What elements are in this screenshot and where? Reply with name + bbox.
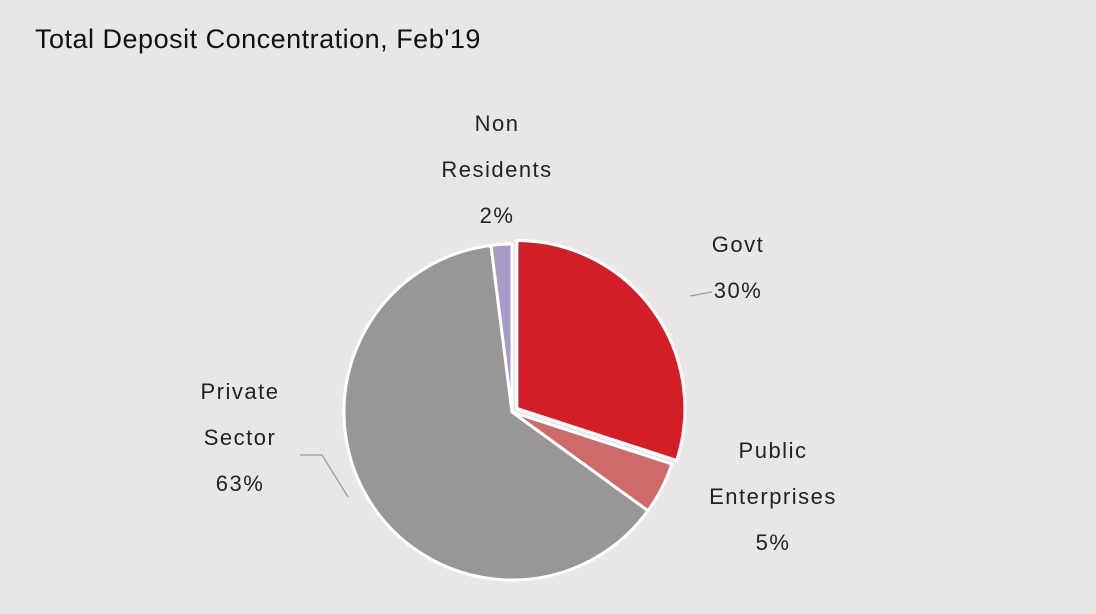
category-label: Public Enterprises [709,438,837,509]
leader-line [300,454,349,498]
pie-slice [489,242,514,414]
category-label: Govt [711,232,765,257]
value-label: 5% [755,530,791,555]
value-label: 63% [215,471,265,496]
chart-title: Total Deposit Concentration, Feb'19 [35,24,481,54]
leader-line [689,291,713,297]
pie-slice [342,243,650,582]
category-label: Private Sector [200,379,280,450]
category-label: Non Residents [441,111,553,182]
slice-label: Private Sector 63% [201,369,280,507]
value-label: 2% [479,203,515,228]
pie-slice [515,238,687,462]
value-label: 30% [713,278,763,303]
leader-lines [300,291,713,498]
slice-label: Govt 30% [712,222,764,314]
slice-label: Public Enterprises 5% [709,428,837,566]
slice-label: Non Residents 2% [441,101,552,239]
